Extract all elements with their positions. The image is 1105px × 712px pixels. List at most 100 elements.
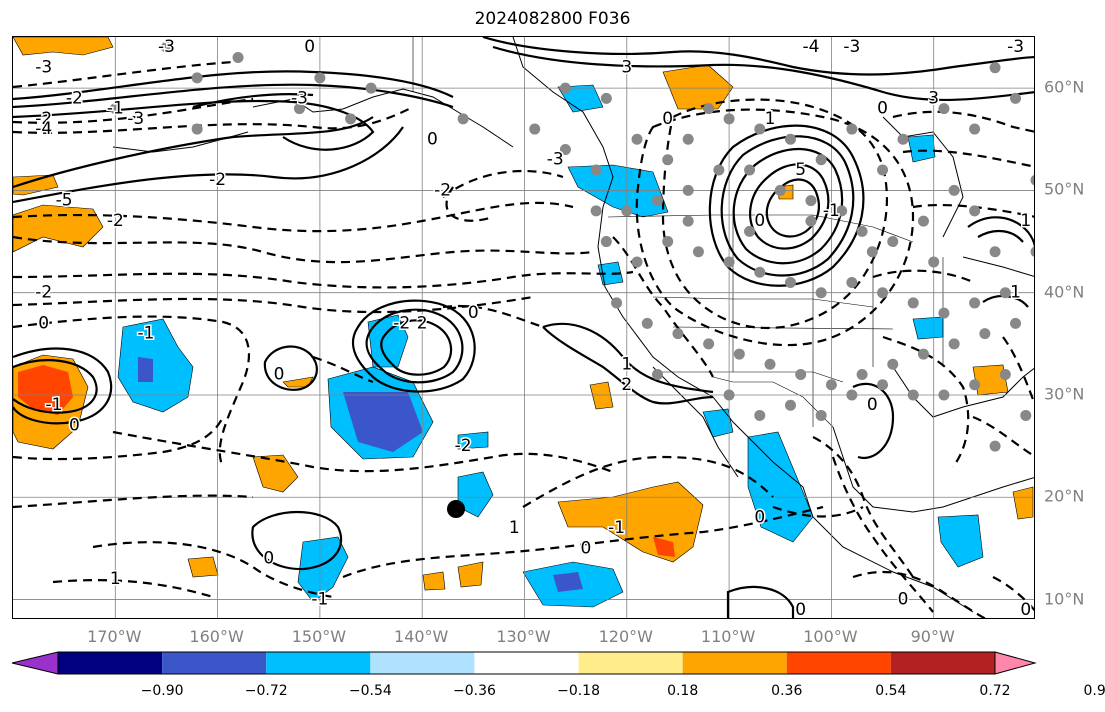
- orange-region: [422, 571, 446, 591]
- contour-label: -1: [823, 201, 840, 221]
- contour-label: 1: [1010, 283, 1021, 303]
- station-dot: [948, 338, 960, 350]
- blue-region: [343, 392, 423, 452]
- station-dot: [938, 307, 950, 319]
- station-dot: [191, 123, 203, 135]
- station-dot: [969, 205, 981, 217]
- colorbar-tick-label: −0.72: [244, 683, 288, 699]
- colorbar-tick-label: 0.36: [771, 683, 803, 699]
- colorbar-cell: [890, 652, 995, 674]
- light-blue-region: [117, 318, 194, 413]
- station-dot: [836, 205, 848, 217]
- contour-label: -1: [608, 518, 625, 538]
- map-canvas: -3-2-2-1-3-4-3 0-30-2-5-2-2-20-1-2 200-10-…: [13, 37, 1034, 619]
- station-dot: [969, 297, 981, 309]
- contour-label: -1: [45, 395, 62, 415]
- station-dot: [754, 409, 766, 421]
- station-dot: [1020, 409, 1032, 421]
- light-blue-region: [567, 164, 669, 218]
- station-dot: [979, 328, 991, 340]
- station-dot: [600, 92, 612, 104]
- contour-label: 0: [795, 600, 806, 619]
- station-dot: [713, 164, 725, 176]
- contour-labels: -3-2-2-1-3-4-3 0-30-2-5-2-2-20-1-2 200-10-…: [34, 37, 1033, 619]
- contour-label: -3: [35, 58, 52, 78]
- colorbar-min-extend: [11, 651, 59, 675]
- station-dot: [744, 164, 756, 176]
- contour-label: -2: [66, 88, 83, 108]
- station-dot: [774, 184, 786, 196]
- station-dot: [877, 379, 889, 391]
- orange-region: [457, 561, 484, 588]
- contour-label: 0: [662, 109, 673, 129]
- red-region: [18, 365, 73, 415]
- station-dot: [887, 236, 899, 248]
- latitude-label: 50°N: [1044, 179, 1085, 199]
- contours: [13, 37, 1034, 618]
- storm-center-marker: [447, 500, 465, 518]
- colorbar-cell: [370, 652, 475, 674]
- station-dot: [969, 123, 981, 135]
- red-region: [653, 537, 675, 557]
- contour-label: 0: [580, 538, 591, 558]
- contour-label: 0: [754, 211, 765, 231]
- contour-label: -2: [209, 170, 226, 190]
- station-dot: [917, 215, 929, 227]
- orange-region: [13, 174, 59, 196]
- contour-label: -3: [1007, 37, 1024, 57]
- station-dot: [969, 379, 981, 391]
- colorbar-tick-label: 0.90: [1083, 683, 1105, 699]
- station-dot: [764, 358, 776, 370]
- station-dot: [805, 195, 817, 207]
- contour-label: -4: [35, 119, 52, 139]
- station-dot: [887, 358, 899, 370]
- station-dot: [723, 256, 735, 268]
- orange-region: [13, 204, 104, 253]
- station-dot: [928, 256, 940, 268]
- station-markers: [109, 41, 1034, 452]
- station-dot: [784, 276, 796, 288]
- station-dot: [109, 103, 121, 115]
- station-dot: [529, 123, 541, 135]
- station-dot: [866, 246, 878, 258]
- orange-region: [589, 381, 614, 410]
- contour-label: 3: [928, 88, 939, 108]
- latitude-label: 60°N: [1044, 77, 1085, 97]
- colorbar-cell: [162, 652, 267, 674]
- contour-label: 0: [427, 129, 438, 149]
- shaded-anomalies: [13, 37, 1034, 608]
- contour-label: 0: [468, 303, 479, 323]
- station-dot: [662, 236, 674, 248]
- contour-label: -3: [291, 88, 308, 108]
- contour-label: 3: [621, 58, 632, 78]
- latitude-label: 40°N: [1044, 282, 1085, 302]
- colorbar-outline: [57, 651, 996, 675]
- colorbar-tick-label: −0.90: [140, 683, 184, 699]
- latitude-label: 10°N: [1044, 589, 1085, 609]
- station-dot: [1030, 175, 1034, 186]
- contour-label: -2: [393, 313, 410, 333]
- longitude-label: 130°W: [496, 627, 551, 646]
- station-dot: [877, 164, 889, 176]
- contour-label: -2: [107, 211, 124, 231]
- contour-label: 1: [509, 518, 520, 538]
- station-dot: [600, 236, 612, 248]
- station-dot: [989, 246, 1001, 258]
- contour-label: 1: [110, 569, 121, 589]
- contour-label: 0: [754, 508, 765, 528]
- colorbar-cell: [578, 652, 683, 674]
- longitude-label: 100°W: [803, 627, 858, 646]
- contour-label: 0: [263, 549, 274, 569]
- orange-region: [187, 556, 219, 578]
- station-dot: [907, 389, 919, 401]
- station-dot: [692, 246, 704, 258]
- station-dot: [559, 82, 571, 94]
- colorbar-tick-label: −0.54: [348, 683, 392, 699]
- orange-region: [252, 454, 299, 493]
- station-dot: [682, 215, 694, 227]
- contour-label: -3: [158, 37, 175, 57]
- contour-label: 0: [867, 395, 878, 415]
- light-blue-region: [457, 431, 489, 450]
- contour-label: 0: [274, 365, 285, 385]
- colorbar-cell: [266, 652, 371, 674]
